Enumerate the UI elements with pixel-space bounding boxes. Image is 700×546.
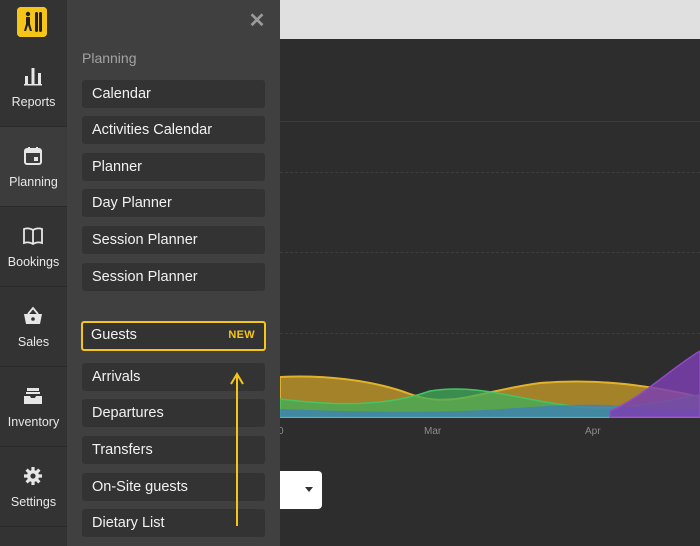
menu-item-dietary-list[interactable]: Dietary List	[82, 509, 265, 537]
menu-item-session-planner[interactable]: Session Planner	[82, 226, 265, 254]
chart-gridline	[280, 121, 700, 122]
gear-icon	[22, 465, 44, 487]
rail-item-label: Sales	[17, 335, 50, 349]
rail-item-bookings[interactable]: Bookings	[0, 207, 67, 287]
series-area-purple	[609, 350, 700, 418]
chart-gridline	[280, 333, 700, 334]
rail-item-label: Planning	[9, 175, 58, 189]
x-tick-label: Mar	[424, 426, 442, 437]
bar-chart-icon	[22, 65, 44, 87]
menu-item-on-site-guests[interactable]: On-Site guests	[82, 473, 265, 501]
dropdown-select[interactable]	[280, 471, 322, 509]
book-icon	[22, 225, 44, 247]
rail-item-label: Reports	[11, 95, 56, 109]
main-content: 0 Mar Apr	[278, 39, 700, 546]
rail-item-sales[interactable]: Sales	[0, 287, 67, 367]
x-tick-label: Apr	[585, 426, 601, 437]
calendar-icon	[22, 145, 44, 167]
rail-item-label: Settings	[10, 495, 57, 509]
inbox-icon	[22, 385, 44, 407]
menu-item-planner[interactable]: Planner	[82, 153, 265, 181]
menu-item-day-planner[interactable]: Day Planner	[82, 189, 265, 217]
arrow-up-icon	[230, 372, 244, 526]
rail-item-label: Inventory	[7, 415, 60, 429]
basket-icon	[22, 305, 44, 327]
app-logo[interactable]	[17, 7, 47, 37]
menu-item-departures[interactable]: Departures	[82, 399, 265, 427]
menu-item-activities-calendar[interactable]: Activities Calendar	[82, 116, 265, 144]
chart-gridline	[280, 252, 700, 253]
rail-item-label: Bookings	[7, 255, 60, 269]
series-area-blue	[280, 404, 700, 417]
section-title: Planning	[82, 50, 137, 66]
close-icon[interactable]: ✕	[248, 10, 266, 32]
rail-item-inventory[interactable]: Inventory	[0, 367, 67, 447]
rail-item-settings[interactable]: Settings	[0, 447, 67, 527]
chart-gridline	[280, 172, 700, 173]
rail-item-planning[interactable]: Planning	[0, 127, 67, 207]
top-bar	[280, 0, 700, 39]
menu-item-label: Guests	[91, 327, 137, 343]
icon-rail: Reports Planning Bookings Sales Inventor…	[0, 0, 67, 546]
menu-item-transfers[interactable]: Transfers	[82, 436, 265, 464]
menu-item-calendar[interactable]: Calendar	[82, 80, 265, 108]
rail-item-reports[interactable]: Reports	[0, 47, 67, 127]
menu-item-session-planner[interactable]: Session Planner	[82, 263, 265, 291]
x-tick-label: 0	[278, 426, 284, 437]
area-chart	[280, 350, 700, 418]
new-badge: NEW	[228, 329, 255, 341]
menu-item-guests[interactable]: Guests NEW	[81, 321, 266, 351]
chevron-down-icon	[305, 487, 313, 492]
logo-icon	[17, 7, 47, 37]
